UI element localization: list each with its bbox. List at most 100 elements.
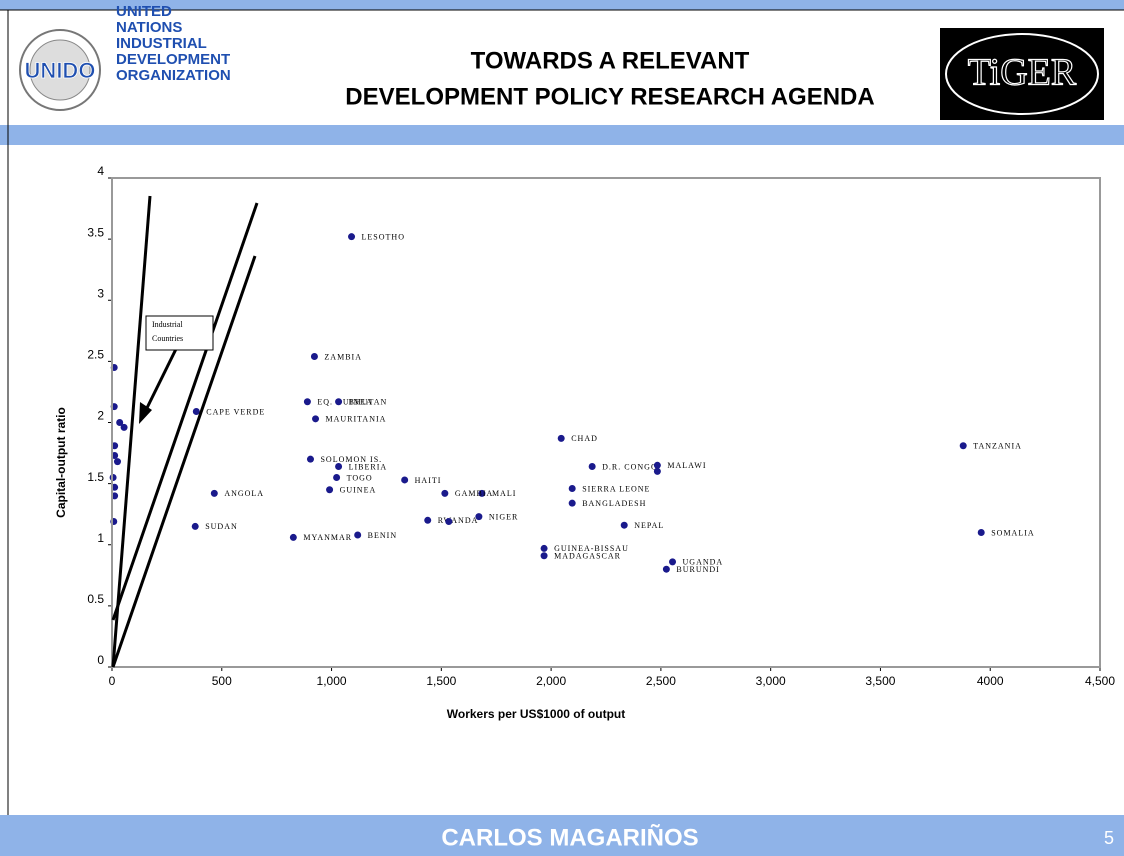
y-tick-label: 3.5 bbox=[87, 225, 104, 239]
org-line: UNITED bbox=[116, 3, 172, 20]
footer-bar bbox=[0, 815, 1124, 856]
point-label: HAITI bbox=[415, 476, 442, 485]
y-tick-label: 2.5 bbox=[87, 348, 104, 362]
logo-wreath bbox=[19, 29, 101, 111]
org-line: DEVELOPMENT bbox=[116, 51, 230, 68]
point bbox=[568, 485, 576, 493]
trend-line bbox=[111, 255, 257, 668]
arrow-head bbox=[139, 402, 152, 424]
point bbox=[540, 544, 548, 552]
plot-frame bbox=[111, 177, 1101, 668]
point-label: ZAMBIA bbox=[324, 352, 362, 361]
point-label: BURUNDI bbox=[676, 565, 719, 574]
org-line: INDUSTRIAL bbox=[116, 35, 207, 52]
logo-text: UNIDO bbox=[25, 58, 96, 83]
point-label: LESOTHO bbox=[362, 233, 405, 242]
point bbox=[620, 521, 628, 529]
page-number: 5 bbox=[1104, 828, 1114, 848]
header-band bbox=[0, 125, 1124, 145]
point bbox=[210, 489, 218, 497]
y-tick-label: 1.5 bbox=[87, 470, 104, 484]
y-axis-label: Capital-output ratio bbox=[54, 407, 68, 518]
point bbox=[557, 434, 565, 442]
point-label: SOMALIA bbox=[991, 528, 1034, 537]
point-label: NIGER bbox=[489, 512, 518, 521]
point bbox=[335, 398, 343, 406]
point bbox=[109, 474, 117, 482]
point bbox=[191, 522, 199, 530]
tiger-logo bbox=[940, 28, 1104, 120]
x-tick-label: 3,500 bbox=[865, 674, 895, 688]
y-tick-label: 3 bbox=[97, 286, 104, 300]
point bbox=[306, 455, 314, 463]
point bbox=[120, 423, 128, 431]
point-label: UGANDA bbox=[683, 558, 724, 567]
point-label: BENIN bbox=[368, 531, 397, 540]
y-tick-label: 1 bbox=[97, 531, 104, 545]
trend-line bbox=[111, 202, 259, 621]
point bbox=[475, 513, 483, 521]
point-label: GUINEA bbox=[340, 486, 377, 495]
point-label: GUINEA-BISSAU bbox=[554, 544, 629, 553]
annotation: Industrial Countries bbox=[152, 320, 184, 343]
point bbox=[568, 499, 576, 507]
point bbox=[289, 533, 297, 541]
point bbox=[354, 531, 362, 539]
point-label: TOGO bbox=[347, 473, 373, 482]
point bbox=[540, 552, 548, 560]
point bbox=[348, 233, 356, 241]
point-label: BHUTAN bbox=[349, 398, 388, 407]
point bbox=[445, 518, 453, 526]
point bbox=[192, 407, 200, 415]
point bbox=[669, 558, 677, 566]
point bbox=[977, 529, 985, 537]
logo-globe bbox=[29, 39, 91, 101]
point-label: RWANDA bbox=[438, 516, 479, 525]
point-label: LIBERIA bbox=[349, 462, 388, 471]
point-label: CAPE VERDE bbox=[206, 407, 265, 416]
point bbox=[335, 463, 343, 471]
point-label: ANGOLA bbox=[224, 489, 264, 498]
x-axis-label: Workers per US$1000 of output bbox=[447, 707, 626, 721]
y-tick-label: 2 bbox=[97, 409, 104, 423]
point-label: SOLOMON IS. bbox=[320, 455, 382, 464]
x-tick-label: 2,000 bbox=[536, 674, 566, 688]
point-label: MAURITANIA bbox=[326, 415, 387, 424]
point-label: MALI bbox=[492, 489, 516, 498]
y-tick-label: 0 bbox=[97, 653, 104, 667]
point bbox=[326, 486, 334, 494]
point-label: NEPAL bbox=[634, 521, 664, 530]
x-tick-label: 3,000 bbox=[756, 674, 786, 688]
y-tick-label: 4 bbox=[97, 164, 104, 178]
point bbox=[401, 476, 409, 484]
org-line: NATIONS bbox=[116, 19, 182, 36]
point bbox=[441, 489, 449, 497]
point bbox=[653, 467, 661, 475]
top-bar bbox=[0, 0, 1124, 10]
point-label: MADAGASCAR bbox=[554, 552, 621, 561]
trend-line bbox=[111, 195, 152, 668]
x-tick-label: 1,000 bbox=[317, 674, 347, 688]
point bbox=[303, 398, 311, 406]
point bbox=[312, 415, 320, 423]
point-label: SUDAN bbox=[205, 522, 238, 531]
point bbox=[959, 442, 967, 450]
point bbox=[310, 352, 318, 360]
title: DEVELOPMENT POLICY RESEARCH AGENDA bbox=[345, 83, 874, 110]
annotation-text: Industrial Countries bbox=[152, 320, 184, 343]
x-tick-label: 2,500 bbox=[646, 674, 676, 688]
point-label: D.R. CONGO bbox=[602, 462, 658, 471]
title: TOWARDS A RELEVANT bbox=[471, 47, 750, 74]
point bbox=[113, 458, 121, 466]
point-label: GAMBIA bbox=[455, 489, 493, 498]
x-tick-label: 4000 bbox=[977, 674, 1004, 688]
point bbox=[588, 463, 596, 471]
presenter: CARLOS MAGARIÑOS bbox=[441, 823, 698, 851]
annotation-box bbox=[145, 315, 214, 351]
point-label: MYANMAR bbox=[303, 533, 352, 542]
point bbox=[333, 474, 341, 482]
point bbox=[116, 419, 124, 426]
point bbox=[653, 461, 661, 469]
point-label: SIERRA LEONE bbox=[582, 484, 650, 493]
